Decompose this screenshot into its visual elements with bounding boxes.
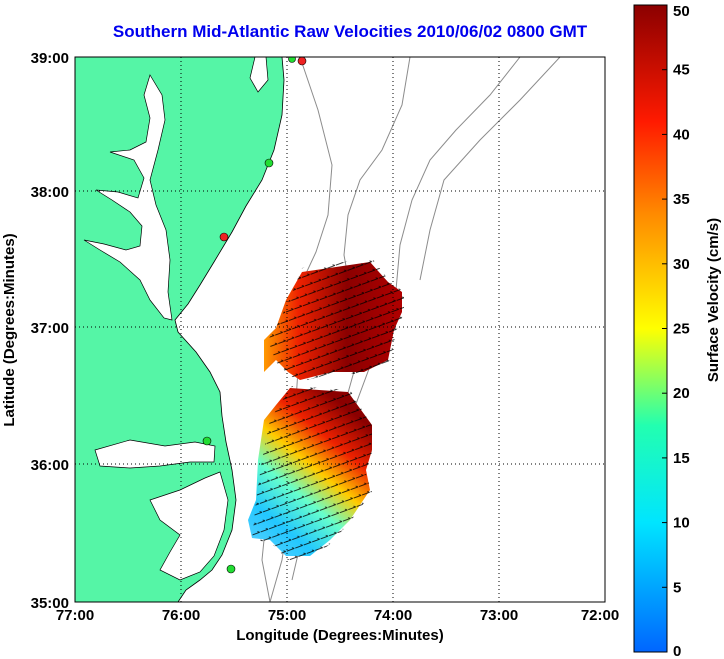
colorbar-tick-label: 25: [673, 321, 690, 338]
station-marker: [219, 232, 229, 242]
x-tick-label: 72:00: [581, 607, 619, 624]
station-marker: [226, 564, 236, 574]
y-axis-label: Latitude (Degrees:Minutes): [1, 233, 18, 426]
x-axis: 77:00 76:00 75:00 74:00 73:00 72:00 Long…: [56, 607, 619, 644]
colorbar-tick-label: 10: [673, 515, 690, 532]
colorbar-tick-label: 45: [673, 62, 690, 79]
colorbar-tick-label: 15: [673, 450, 690, 467]
x-tick-label: 76:00: [162, 607, 200, 624]
colorbar: 0 5 10 15 20 25 30 35 40 45 50 Surface Velocity (c…: [633, 3, 722, 659]
x-tick-label: 73:00: [480, 607, 518, 624]
y-tick-label: 38:00: [31, 184, 69, 201]
y-tick-label: 39:00: [31, 50, 69, 67]
colorbar-tick-label: 35: [673, 191, 690, 208]
chesapeake-bay: [83, 74, 173, 321]
station-marker: [288, 57, 296, 63]
x-axis-label: Longitude (Degrees:Minutes): [236, 627, 444, 644]
station-marker: [297, 57, 307, 66]
colorbar-tick-label: 0: [673, 643, 681, 659]
y-tick-label: 36:00: [31, 457, 69, 474]
y-tick-label: 35:00: [31, 595, 69, 612]
delaware-bay: [249, 57, 269, 93]
station-marker: [202, 436, 212, 446]
map-title: Southern Mid-Atlantic Raw Velocities 201…: [112, 22, 588, 41]
velocity-vectors-north: [268, 258, 404, 382]
plot-frame: [74, 56, 606, 603]
station-marker: [264, 158, 274, 168]
colorbar-tick-label: 50: [673, 3, 690, 20]
y-tick-label: 37:00: [31, 320, 69, 337]
colorbar-tick-label: 40: [673, 126, 690, 143]
colorbar-tick-label: 20: [673, 385, 690, 402]
colorbar-tick-label: 30: [673, 256, 690, 273]
colorbar-tick-label: 5: [673, 579, 681, 596]
colorbar-label: Surface Velocity (cm/s): [705, 218, 722, 382]
x-tick-label: 77:00: [56, 607, 94, 624]
graticule: [75, 57, 605, 602]
colorbar-gradient: [633, 4, 668, 653]
velocity-vectors-south: [252, 386, 372, 560]
x-tick-label: 75:00: [268, 607, 306, 624]
pamlico-sound: [149, 471, 229, 581]
y-axis: 39:00 38:00 37:00 36:00 35:00 Latitude (…: [1, 50, 69, 612]
albemarle-sound: [94, 439, 216, 469]
x-tick-label: 74:00: [374, 607, 412, 624]
